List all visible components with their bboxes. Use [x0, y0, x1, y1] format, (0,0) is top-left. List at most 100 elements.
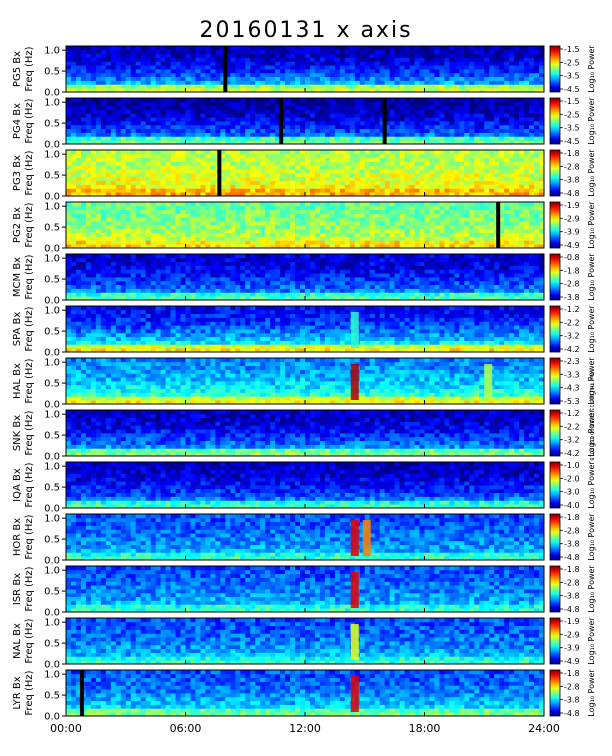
heatmap-cell	[110, 244, 117, 249]
heatmap-cell	[105, 153, 112, 159]
heatmap-cell	[165, 153, 171, 159]
heatmap-cell	[534, 180, 540, 185]
heatmap-cell	[449, 232, 455, 237]
heatmap-cell	[534, 221, 540, 226]
heatmap-cell	[190, 217, 196, 222]
heatmap-cell	[384, 165, 391, 170]
heatmap-cell	[90, 53, 97, 58]
heatmap-cell	[290, 202, 296, 207]
heatmap-cell	[379, 157, 386, 162]
heatmap-cell	[110, 157, 117, 162]
heatmap-cell	[205, 228, 211, 234]
heatmap-cell	[95, 209, 102, 214]
heatmap-cell	[314, 128, 321, 133]
heatmap-cell	[494, 98, 500, 103]
heatmap-cell	[499, 109, 505, 114]
heatmap-cell	[354, 121, 361, 126]
heatmap-cell	[190, 69, 196, 74]
heatmap-cell	[359, 188, 366, 193]
heatmap-cell	[434, 84, 440, 89]
heatmap-cell	[484, 113, 490, 118]
heatmap-cell	[474, 228, 480, 234]
heatmap-cell	[434, 161, 440, 166]
heatmap-cell	[309, 84, 316, 89]
heatmap-cell	[265, 228, 271, 234]
heatmap-cell	[90, 244, 97, 249]
heatmap-cell	[250, 53, 256, 58]
heatmap-cell	[464, 53, 470, 58]
heatmap-cell	[250, 228, 256, 234]
heatmap-cell	[394, 153, 401, 159]
heatmap-cell	[399, 98, 405, 103]
heatmap-cell	[414, 240, 420, 245]
heatmap-cell	[115, 213, 122, 218]
heatmap-cell	[354, 105, 361, 110]
heatmap-cell	[394, 57, 401, 62]
heatmap-cell	[80, 254, 87, 259]
heatmap-cell	[444, 88, 450, 93]
heatmap-cell	[195, 240, 201, 245]
heatmap-cell	[329, 113, 336, 118]
heatmap-cell	[135, 76, 142, 81]
y-axis-label: PG2 Bx	[12, 207, 23, 243]
heatmap-cell	[110, 184, 117, 189]
heatmap-cell	[205, 236, 211, 241]
heatmap-cell	[449, 53, 455, 58]
heatmap-cell	[309, 140, 316, 145]
heatmap-cell	[125, 232, 132, 237]
heatmap-cell	[105, 173, 112, 178]
heatmap-cell	[205, 213, 211, 218]
heatmap-cell	[290, 209, 296, 214]
heatmap-cell	[275, 232, 281, 237]
heatmap-cell	[434, 153, 440, 159]
heatmap-cell	[419, 176, 425, 182]
heatmap-cell	[225, 213, 231, 218]
heatmap-cell	[314, 165, 321, 170]
heatmap-cell	[95, 153, 102, 159]
heatmap-cell	[240, 236, 246, 241]
heatmap-cell	[165, 117, 171, 122]
heatmap-cell	[499, 101, 505, 107]
heatmap-cell	[344, 65, 351, 70]
heatmap-cell	[175, 136, 181, 141]
heatmap-cell	[110, 176, 117, 182]
heatmap-cell	[509, 192, 515, 197]
heatmap-cell	[270, 88, 276, 93]
heatmap-cell	[185, 165, 191, 170]
heatmap-cell	[150, 101, 157, 107]
heatmap-cell	[504, 101, 510, 107]
heatmap-cell	[539, 228, 545, 234]
heatmap-cell	[464, 157, 470, 162]
heatmap-cell	[534, 80, 540, 85]
heatmap-cell	[205, 184, 211, 189]
heatmap-cell	[110, 61, 117, 66]
heatmap-cell	[105, 192, 112, 197]
heatmap-cell	[280, 217, 286, 222]
heatmap-cell	[75, 225, 82, 230]
heatmap-cell	[309, 136, 316, 141]
heatmap-cell	[424, 205, 430, 211]
heatmap-cell	[85, 228, 92, 234]
heatmap-cell	[389, 225, 396, 230]
heatmap-cell	[509, 173, 515, 178]
heatmap-cell	[329, 132, 336, 137]
heatmap-cell	[389, 80, 396, 85]
heatmap-cell	[364, 150, 371, 155]
heatmap-cell	[140, 192, 147, 197]
heatmap-cell	[130, 65, 137, 70]
heatmap-cell	[309, 236, 316, 241]
heatmap-cell	[150, 273, 157, 278]
heatmap-cell	[280, 184, 286, 189]
heatmap-cell	[265, 192, 271, 197]
heatmap-cell	[265, 150, 271, 155]
heatmap-cell	[454, 202, 460, 207]
heatmap-cell	[329, 65, 336, 70]
heatmap-cell	[529, 105, 535, 110]
heatmap-cell	[70, 76, 77, 81]
heatmap-cell	[285, 236, 291, 241]
heatmap-cell	[464, 213, 470, 218]
heatmap-cell	[90, 140, 97, 145]
heatmap-cell	[300, 184, 306, 189]
heatmap-cell	[185, 192, 191, 197]
heatmap-cell	[85, 265, 92, 270]
